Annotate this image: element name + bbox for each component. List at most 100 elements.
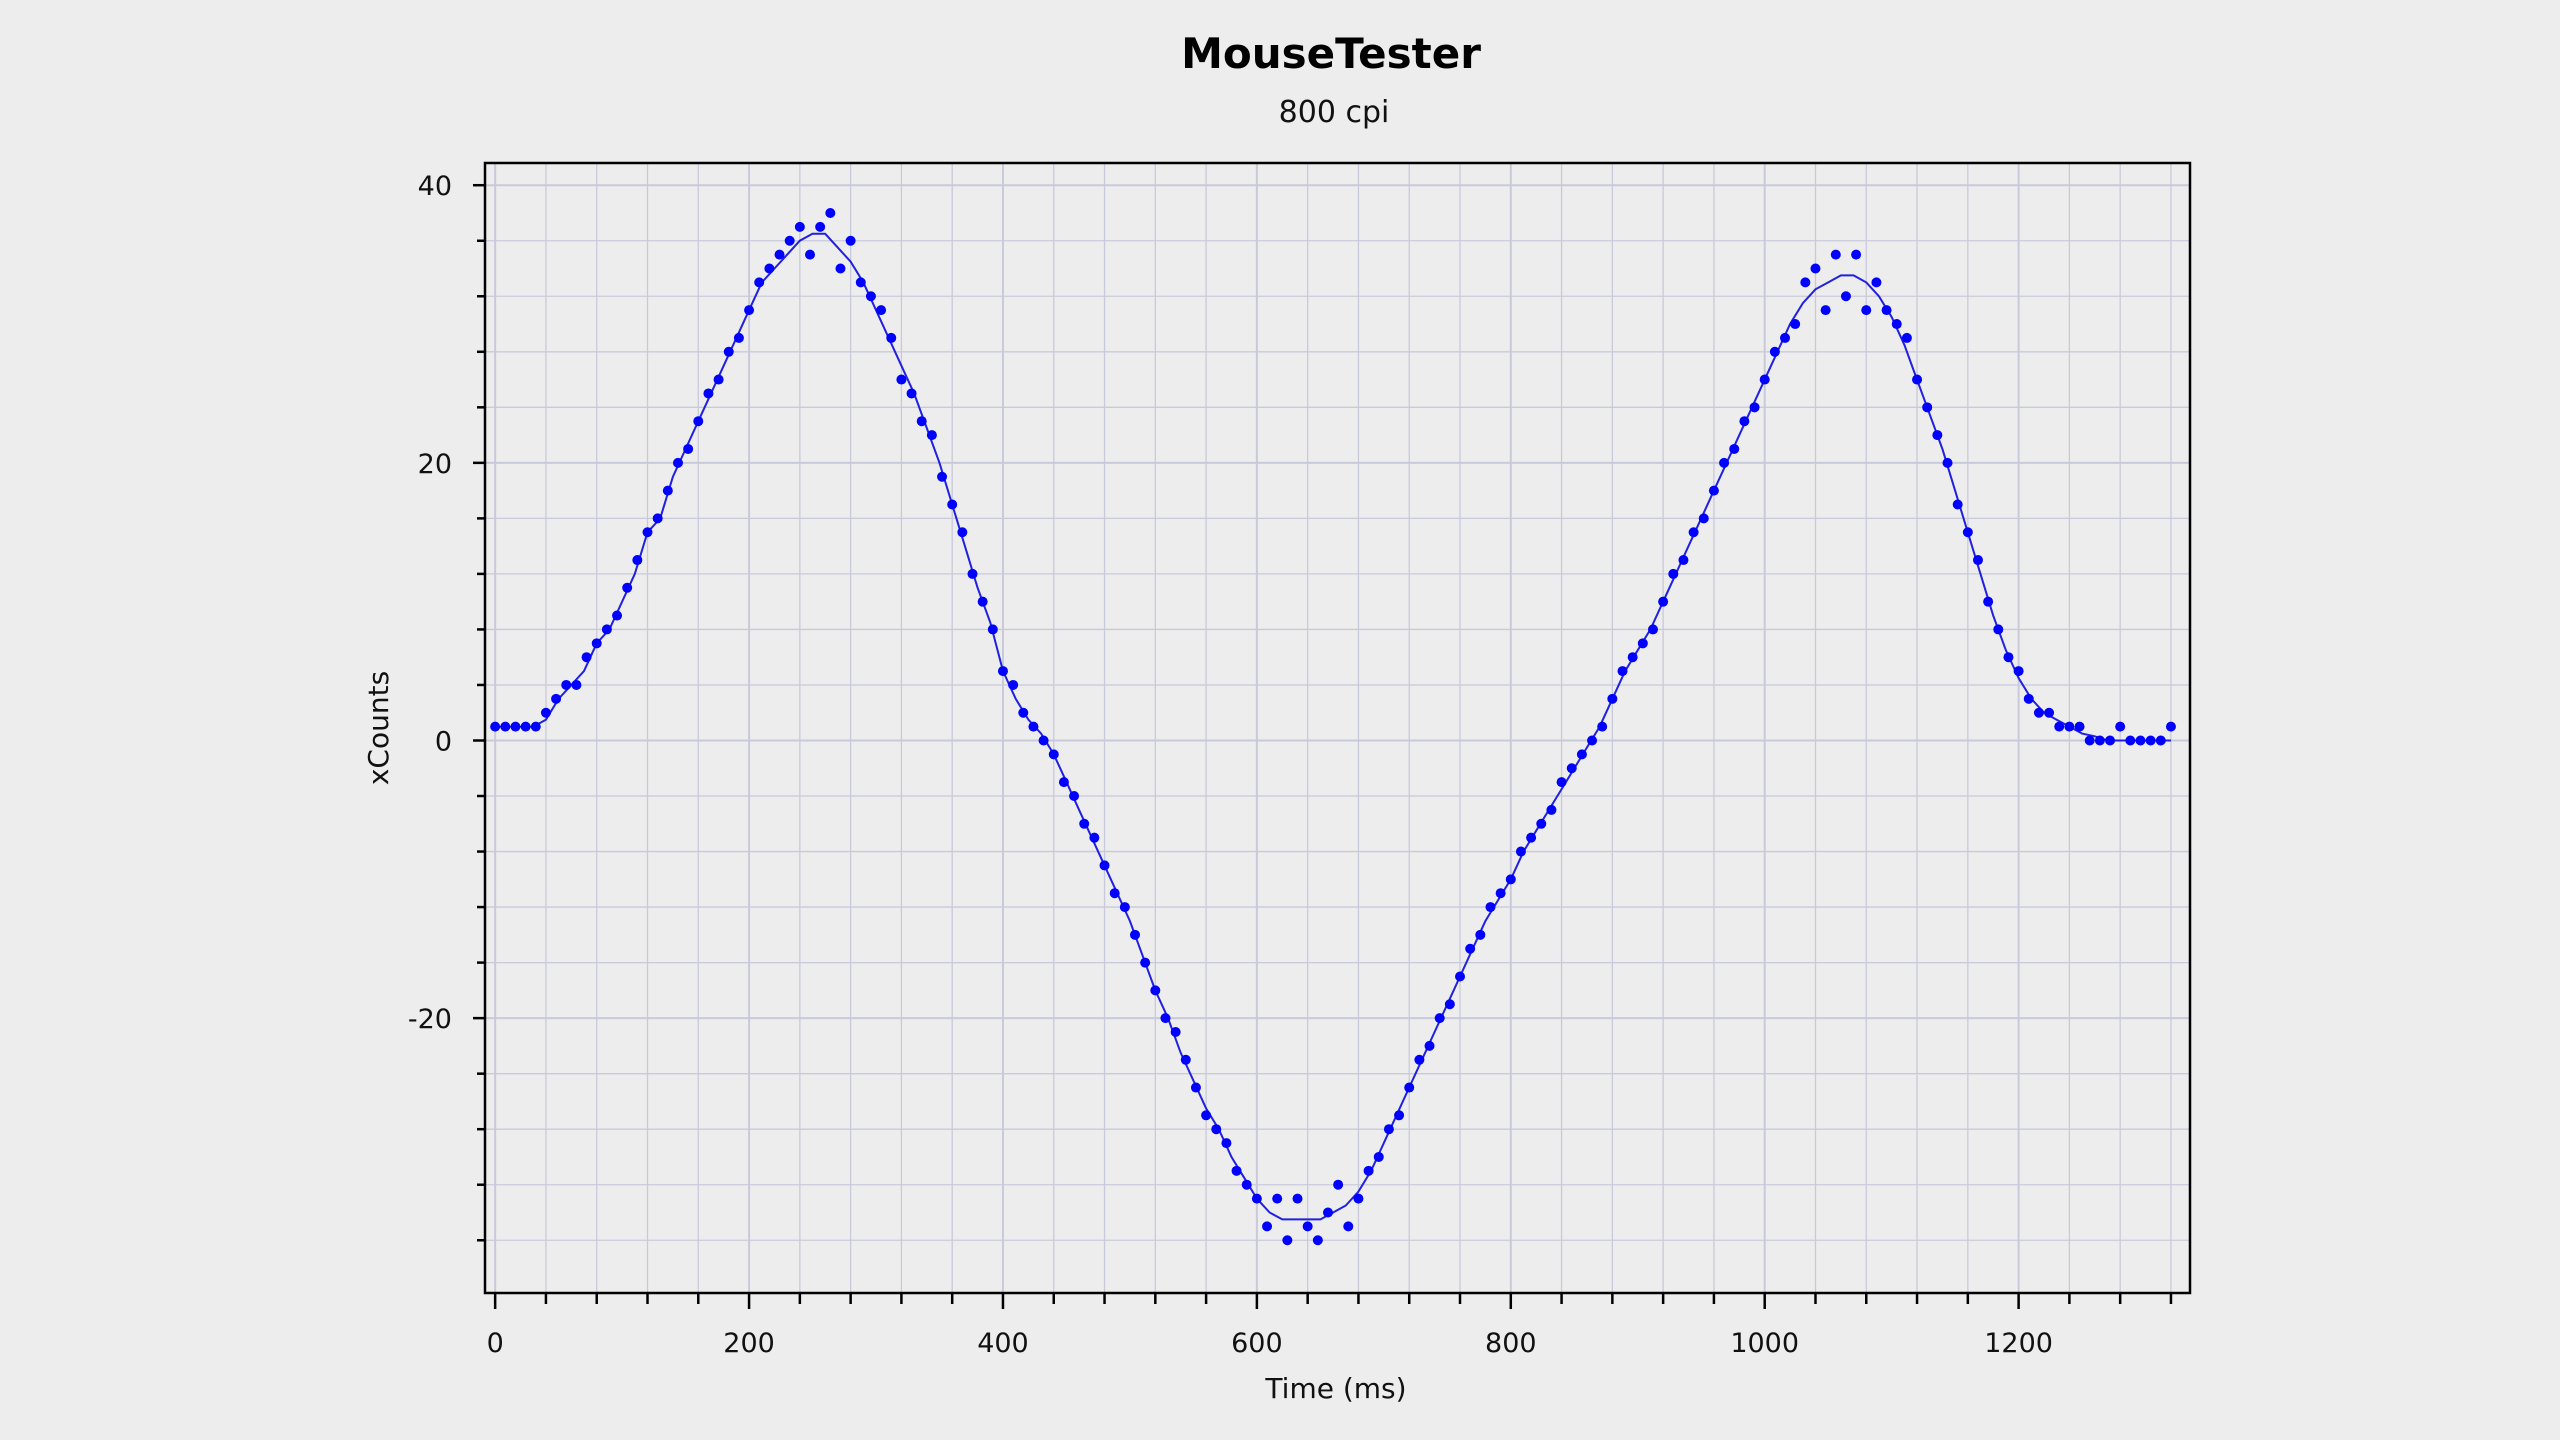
data-point [1455,971,1466,982]
fit-line-group [495,232,2171,1221]
data-point [591,638,602,649]
data-point [1922,402,1933,413]
data-point [1617,666,1628,677]
data-point [2165,721,2176,732]
data-point [1282,1235,1293,1246]
chart-subtitle: 800 cpi [1279,95,1390,130]
data-point [1109,888,1120,899]
data-point [1038,735,1049,746]
data-point [1241,1179,1252,1190]
data-point [1424,1040,1435,1051]
data-point [622,582,633,593]
data-point [1698,513,1709,524]
fit-line [495,232,2171,1221]
data-point [703,388,714,399]
data-point [1465,943,1476,954]
data-point [551,693,562,704]
data-point [500,721,511,732]
data-point [1099,860,1110,871]
x-tick-label: 400 [977,1328,1029,1359]
data-point [601,624,612,635]
data-point [2115,721,2126,732]
data-point [2003,652,2014,663]
data-point [1556,777,1567,788]
data-point [835,263,846,274]
data-point [957,527,968,538]
data-point [1891,319,1902,330]
data-point [754,277,765,288]
data-point [1312,1235,1323,1246]
data-point [997,666,1008,677]
data-point [855,277,866,288]
data-point [1729,443,1740,454]
data-point [1952,499,1963,510]
data-point [865,291,876,302]
data-point [1353,1193,1364,1204]
data-point [1627,652,1638,663]
data-point [1962,527,1973,538]
data-point [815,221,826,232]
data-point [1322,1207,1333,1218]
data-point [1647,624,1658,635]
x-tick-label: 800 [1485,1328,1537,1359]
data-point [1780,332,1791,343]
data-point [1719,457,1730,468]
x-tick-label: 1200 [1984,1328,2053,1359]
ticks: 0 200 400 600 800 1000 1200 -20 0 20 40 [408,171,2173,1359]
data-point [1333,1179,1344,1190]
data-point [1576,749,1587,760]
data-point [1526,832,1537,843]
data-point [1485,902,1496,913]
data-point [1058,777,1069,788]
data-point [1983,596,1994,607]
data-point [1678,555,1689,566]
y-tick-label: 40 [418,171,452,202]
data-point [1668,568,1679,579]
data-point [571,679,582,690]
data-point [1079,818,1090,829]
x-tick-label: 200 [723,1328,775,1359]
data-point [723,346,734,357]
data-point [2125,735,2136,746]
data-point [1851,249,1862,260]
data-point [2013,666,2024,677]
data-point [1373,1151,1384,1162]
data-point [784,235,795,246]
data-point [1160,1013,1171,1024]
data-point [967,568,978,579]
data-point [1343,1221,1354,1232]
data-point [1272,1193,1283,1204]
data-point [1231,1165,1242,1176]
data-point [1820,305,1831,316]
plot-area [485,163,2190,1293]
data-point [2064,721,2075,732]
data-point [1566,763,1577,774]
data-point [1048,749,1059,760]
data-point [1180,1054,1191,1065]
data-point [1444,999,1455,1010]
data-point [1394,1110,1405,1121]
data-point [693,416,704,427]
y-tick-label: 20 [418,449,452,480]
data-point [1140,957,1151,968]
data-point [886,332,897,343]
data-point [713,374,724,385]
data-point [937,471,948,482]
data-point [520,721,531,732]
data-point [1546,804,1557,815]
data-point [1901,332,1912,343]
data-point [1749,402,1760,413]
data-point [1993,624,2004,635]
data-point [1008,679,1019,690]
y-tick-label: 0 [435,726,452,757]
data-point [2094,735,2105,746]
data-point [1912,374,1923,385]
data-point [1414,1054,1425,1065]
data-point [1942,457,1953,468]
data-point [1830,249,1841,260]
data-point [2105,735,2116,746]
data-point [1515,846,1526,857]
data-point [1363,1165,1374,1176]
data-point [1018,707,1029,718]
data-point [1404,1082,1415,1093]
